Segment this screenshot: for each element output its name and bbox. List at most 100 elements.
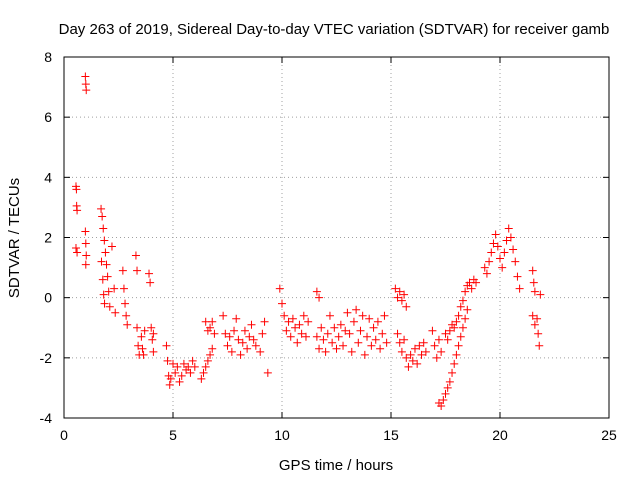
data-point	[395, 287, 404, 296]
data-point	[73, 206, 82, 215]
data-point	[173, 362, 182, 371]
data-point	[529, 278, 538, 287]
data-point	[441, 329, 450, 338]
data-point	[369, 323, 378, 332]
data-point	[140, 326, 149, 335]
data-point	[197, 374, 206, 383]
data-point	[452, 317, 461, 326]
data-point	[102, 260, 111, 269]
data-point	[280, 311, 289, 320]
data-point	[434, 335, 443, 344]
data-point	[439, 395, 448, 404]
data-point	[450, 323, 459, 332]
data-point	[186, 368, 195, 377]
tick-labels: 0 5 10 15 20 25 -4 -2 0 2 4 6 8	[40, 49, 617, 443]
data-point	[513, 272, 522, 281]
data-point	[203, 356, 212, 365]
data-point	[461, 314, 470, 323]
data-point	[472, 278, 481, 287]
data-point	[221, 329, 230, 338]
data-point	[461, 287, 470, 296]
data-point	[419, 338, 428, 347]
data-point	[500, 248, 509, 257]
data-point	[137, 332, 146, 341]
data-point	[332, 344, 341, 353]
data-point	[133, 266, 142, 275]
data-point	[452, 350, 461, 359]
data-point	[323, 329, 332, 338]
data-point	[330, 323, 339, 332]
y-tick-label: 6	[44, 109, 52, 125]
data-point	[295, 320, 304, 329]
data-point	[432, 353, 441, 362]
data-point	[437, 347, 446, 356]
data-point	[498, 263, 507, 272]
chart-title: Day 263 of 2019, Sidereal Day-to-day VTE…	[59, 21, 610, 38]
data-point	[354, 338, 363, 347]
data-point	[177, 371, 186, 380]
data-point	[299, 311, 308, 320]
data-point	[110, 284, 119, 293]
data-point	[73, 248, 82, 257]
data-point	[382, 338, 391, 347]
y-tick-label: 8	[44, 49, 52, 65]
data-point	[232, 314, 241, 323]
plot-frame	[63, 56, 610, 419]
data-point	[534, 329, 543, 338]
data-point	[291, 323, 300, 332]
data-point	[188, 356, 197, 365]
data-point	[138, 344, 147, 353]
data-point	[258, 329, 267, 338]
x-tick-label: 25	[601, 427, 617, 443]
data-point	[247, 320, 256, 329]
data-point	[380, 311, 389, 320]
data-point	[122, 311, 131, 320]
data-point	[199, 368, 208, 377]
data-point	[533, 314, 542, 323]
data-point	[190, 362, 199, 371]
data-point	[450, 359, 459, 368]
data-point	[463, 305, 472, 314]
data-point	[360, 350, 369, 359]
data-point	[145, 269, 154, 278]
data-point	[147, 323, 156, 332]
data-point	[467, 284, 476, 293]
data-point	[530, 287, 539, 296]
data-point	[397, 347, 406, 356]
data-point	[430, 341, 439, 350]
data-point	[504, 224, 513, 233]
data-point	[256, 347, 265, 356]
data-point	[240, 326, 249, 335]
data-point	[100, 236, 109, 245]
data-point	[358, 311, 367, 320]
data-point	[98, 212, 107, 221]
data-point	[445, 326, 454, 335]
data-point	[528, 311, 537, 320]
data-point	[71, 244, 80, 253]
data-point	[236, 350, 245, 359]
data-point	[410, 344, 419, 353]
data-point	[421, 347, 430, 356]
data-point	[210, 329, 219, 338]
data-point	[458, 323, 467, 332]
data-point	[454, 311, 463, 320]
data-point	[528, 266, 537, 275]
data-point	[225, 332, 234, 341]
data-point	[82, 251, 91, 260]
data-point	[456, 332, 465, 341]
data-point	[365, 314, 374, 323]
data-point	[395, 338, 404, 347]
x-tick-label: 15	[383, 427, 399, 443]
data-point	[489, 239, 498, 248]
data-point	[238, 338, 247, 347]
data-point	[325, 311, 334, 320]
data-point	[328, 338, 337, 347]
data-point	[118, 266, 127, 275]
data-point	[491, 230, 500, 239]
data-point	[121, 299, 130, 308]
data-point	[317, 323, 326, 332]
data-point	[82, 86, 91, 95]
data-point	[402, 302, 411, 311]
data-point	[315, 293, 324, 302]
data-point	[206, 350, 215, 359]
